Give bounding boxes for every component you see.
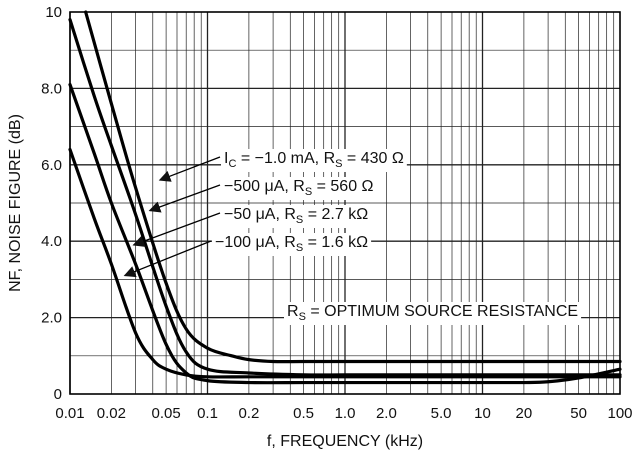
annotation-arrow: [158, 156, 221, 182]
x-tick-label: 2.0: [376, 405, 397, 422]
x-axis-label: f, FREQUENCY (kHz): [267, 433, 423, 450]
annotation-text: −100 μA, RS = 1.6 kΩ: [215, 234, 368, 254]
annotation-arrow: [148, 184, 221, 213]
grid: [69, 12, 620, 394]
annotation-background: [221, 177, 377, 200]
annotation-background: [221, 149, 407, 172]
x-tick-label: 10: [474, 405, 491, 422]
x-tick-label: 0.05: [152, 405, 181, 422]
x-tick-label: 0.01: [55, 405, 84, 422]
annotation-text: IC = −1.0 mA, RS = 430 Ω: [224, 150, 404, 170]
annotation-background: [212, 233, 372, 256]
y-tick-label: 10: [45, 4, 62, 21]
annotation-1: IC = −1.0 mA, RS = 430 Ω: [158, 149, 407, 182]
annotation-arrow: [123, 240, 212, 278]
tick-labels: 0.01 0.02 0.05 0.1 0.2 0.5 1.0 2.0 5.0 10 20 50 100 0…: [41, 4, 632, 422]
series-group: [68, 10, 622, 385]
annotation-background: [221, 205, 372, 228]
annotation-2: −500 μA, RS = 560 Ω: [148, 177, 377, 213]
annotation-5: RS = OPTIMUM SOURCE RESISTANCE: [284, 302, 582, 325]
x-tick-label: 50: [570, 405, 587, 422]
x-tick-label: 0.1: [197, 405, 218, 422]
y-tick-label: 0: [54, 386, 62, 403]
series-line-3: [68, 82, 622, 385]
x-tick-label: 20: [516, 405, 533, 422]
annotation-background: [284, 302, 582, 325]
x-tick-label: 0.2: [238, 405, 259, 422]
y-tick-label: 6.0: [41, 157, 62, 174]
annotation-text: −50 μA, RS = 2.7 kΩ: [224, 206, 368, 226]
y-tick-label: 8.0: [41, 80, 62, 97]
x-tick-label: 0.5: [293, 405, 314, 422]
x-tick-label: 0.02: [97, 405, 126, 422]
plot-border: [69, 11, 621, 395]
y-axis-label: NF, NOISE FIGURE (dB): [7, 114, 24, 292]
plot-frame: [69, 11, 621, 395]
annotation-4: −100 μA, RS = 1.6 kΩ: [123, 233, 372, 278]
x-tick-label: 5.0: [431, 405, 452, 422]
annotation-arrow: [132, 212, 221, 247]
y-tick-label: 4.0: [41, 233, 62, 250]
x-tick-label: 100: [607, 405, 632, 422]
annotations: IC = −1.0 mA, RS = 430 Ω −500 μA, RS = 56…: [123, 149, 582, 325]
series-line-1: [84, 10, 622, 364]
y-tick-label: 2.0: [41, 310, 62, 327]
annotation-text: −500 μA, RS = 560 Ω: [224, 178, 374, 198]
annotation-text: RS = OPTIMUM SOURCE RESISTANCE: [287, 303, 578, 323]
annotation-3: −50 μA, RS = 2.7 kΩ: [132, 205, 372, 247]
series-line-4: [68, 147, 622, 379]
x-tick-label: 1.0: [335, 405, 356, 422]
series-line-2: [68, 18, 622, 377]
